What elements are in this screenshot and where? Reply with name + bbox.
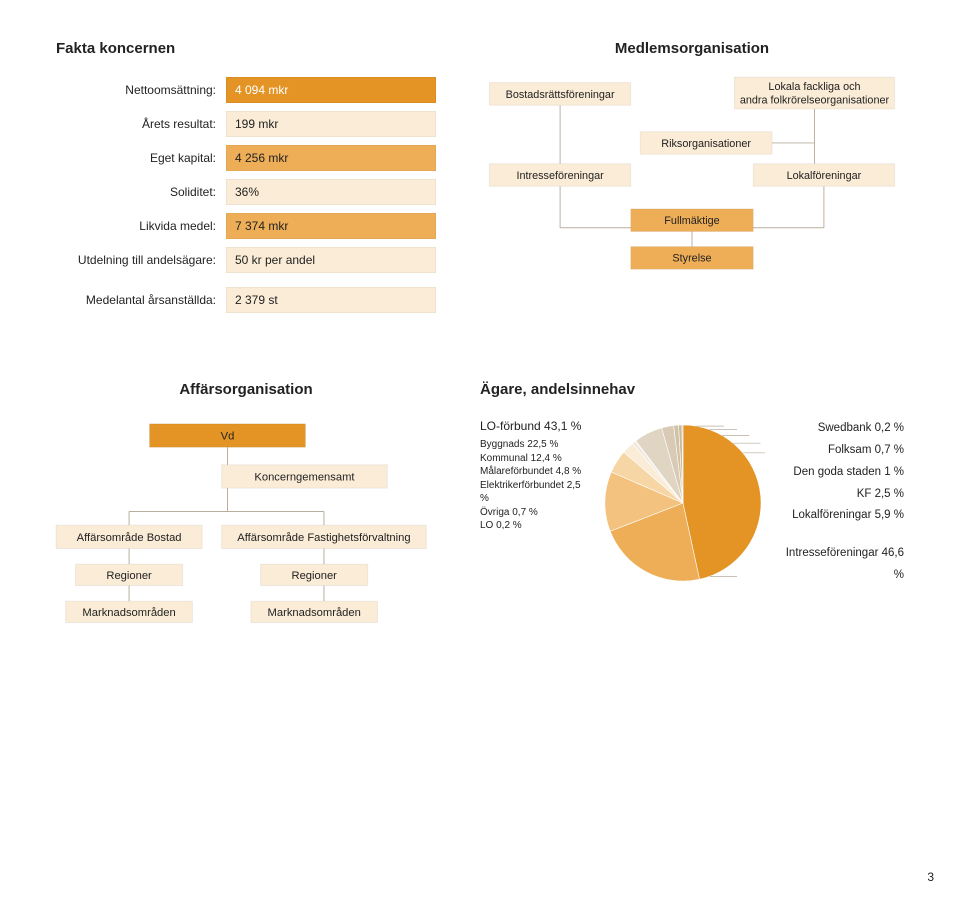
owners-left-item: LO 0,2 % xyxy=(480,519,590,533)
owners-content: LO-förbund 43,1 % Byggnads 22,5 %Kommuna… xyxy=(480,418,904,588)
fact-value: 7 374 mkr xyxy=(226,213,436,239)
owners-left-item: Elektrikerförbundet 2,5 % xyxy=(480,479,590,506)
member-org-chart: Bostadsrättsföreningar Lokala fackliga oc… xyxy=(480,77,904,294)
owners-pie-chart xyxy=(600,418,766,588)
owners-right-item: Intresseföreningar 46,6 % xyxy=(775,543,904,587)
fact-value: 36% xyxy=(226,179,436,205)
org-box-marknads-left-label: Marknadsområden xyxy=(82,607,175,619)
owners-left-item: Målareförbundet 4,8 % xyxy=(480,465,590,479)
business-org-section: Affärsorganisation Vd Koncerngemensamt Aff… xyxy=(56,381,436,647)
owners-right-item: Swedbank 0,2 % xyxy=(775,418,904,440)
facts-rows: Nettoomsättning:4 094 mkrÅrets resultat:… xyxy=(56,77,436,313)
org-box-lokala-label1: Lokala fackliga och xyxy=(768,81,860,93)
fact-value: 4 256 mkr xyxy=(226,145,436,171)
org-box-intresse-label: Intresseföreningar xyxy=(516,170,604,182)
fact-label: Soliditet: xyxy=(56,185,226,199)
fact-label: Utdelning till andelsägare: xyxy=(56,253,226,267)
org-box-bostad-label: Bostadsrättsföreningar xyxy=(506,89,615,101)
org-box-fullmaktige-label: Fullmäktige xyxy=(664,215,719,227)
org-box-vd-label: Vd xyxy=(221,430,235,442)
org-box-regioner-left-label: Regioner xyxy=(106,570,152,582)
owners-right-item: Lokalföreningar 5,9 % xyxy=(775,505,904,527)
fact-row: Utdelning till andelsägare:50 kr per and… xyxy=(56,247,436,273)
fact-value: 4 094 mkr xyxy=(226,77,436,103)
fact-label: Medelantal årsanställda: xyxy=(56,293,226,307)
page-number: 3 xyxy=(927,870,934,884)
org-box-marknads-right-label: Marknadsområden xyxy=(268,607,361,619)
org-box-affarsomrade-fastighet-label: Affärsområde Fastighetsförvaltning xyxy=(237,532,410,544)
owners-right-item: KF 2,5 % xyxy=(775,484,904,506)
owners-left-header: LO-förbund 43,1 % xyxy=(480,418,590,434)
fact-label: Nettoomsättning: xyxy=(56,83,226,97)
owners-right-item: Folksam 0,7 % xyxy=(775,440,904,462)
facts-section: Fakta koncernen Nettoomsättning:4 094 mk… xyxy=(56,40,436,321)
org-box-riks-label: Riksorganisationer xyxy=(661,138,751,150)
owners-right-item: Den goda staden 1 % xyxy=(775,462,904,484)
member-org-title: Medlemsorganisation xyxy=(480,40,904,57)
fact-row: Eget kapital:4 256 mkr xyxy=(56,145,436,171)
fact-label: Likvida medel: xyxy=(56,219,226,233)
org-box-lokalforeningar-label: Lokalföreningar xyxy=(787,170,862,182)
fact-value: 2 379 st xyxy=(226,287,436,313)
org-box-styrelse-label: Styrelse xyxy=(672,253,711,265)
fact-row: Medelantal årsanställda:2 379 st xyxy=(56,287,436,313)
owners-title: Ägare, andelsinnehav xyxy=(480,381,904,398)
fact-row: Likvida medel:7 374 mkr xyxy=(56,213,436,239)
fact-value: 50 kr per andel xyxy=(226,247,436,273)
facts-title: Fakta koncernen xyxy=(56,40,436,57)
business-org-title: Affärsorganisation xyxy=(56,381,436,398)
owners-right-labels: Swedbank 0,2 %Folksam 0,7 %Den goda stad… xyxy=(775,418,904,587)
org-box-affarsomrade-bostad-label: Affärsområde Bostad xyxy=(77,532,182,544)
owners-left-item: Kommunal 12,4 % xyxy=(480,452,590,466)
org-box-regioner-right-label: Regioner xyxy=(291,570,337,582)
member-org-section: Medlemsorganisation Bostadsrättsförening… xyxy=(480,40,904,321)
fact-row: Nettoomsättning:4 094 mkr xyxy=(56,77,436,103)
owners-left-labels: LO-förbund 43,1 % Byggnads 22,5 %Kommuna… xyxy=(480,418,590,533)
org-box-koncerngemensamt-label: Koncerngemensamt xyxy=(254,471,355,483)
fact-label: Eget kapital: xyxy=(56,151,226,165)
org-box-lokala-label2: andra folkrörelseorganisationer xyxy=(740,94,890,106)
owners-left-item: Byggnads 22,5 % xyxy=(480,438,590,452)
fact-row: Soliditet:36% xyxy=(56,179,436,205)
fact-row: Årets resultat:199 mkr xyxy=(56,111,436,137)
fact-label: Årets resultat: xyxy=(56,117,226,131)
owners-left-item: Övriga 0,7 % xyxy=(480,506,590,520)
business-org-chart: Vd Koncerngemensamt Affärsområde Bostad Aff… xyxy=(56,418,436,642)
fact-value: 199 mkr xyxy=(226,111,436,137)
owners-section: Ägare, andelsinnehav LO-förbund 43,1 % B… xyxy=(480,381,904,647)
